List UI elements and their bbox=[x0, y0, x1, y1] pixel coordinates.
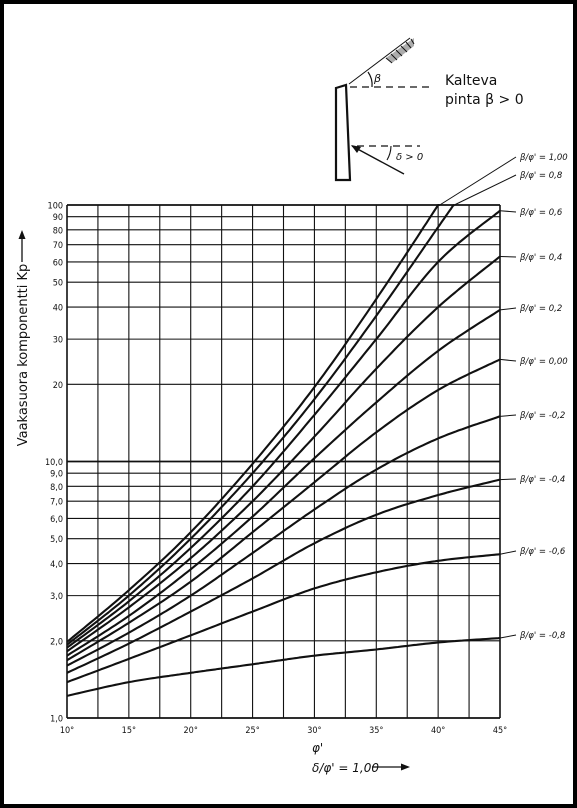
y-tick-label: 30 bbox=[53, 336, 63, 346]
curve-label-leader bbox=[499, 358, 517, 362]
y-tick-label: 100 bbox=[48, 202, 63, 212]
y-tick-label: 3,0 bbox=[50, 592, 63, 602]
series-line bbox=[66, 358, 501, 662]
series-line bbox=[66, 209, 501, 649]
delta-label: δ > 0 bbox=[396, 152, 423, 163]
chart-series bbox=[66, 203, 501, 697]
x-axis-title-ratio: δ/φ' = 1,00 bbox=[312, 761, 379, 775]
y-tick-label: 20 bbox=[53, 381, 63, 391]
y-tick-label: 9,0 bbox=[50, 470, 63, 480]
series-line bbox=[66, 309, 501, 657]
series-line bbox=[66, 415, 501, 667]
curve-label-leader bbox=[499, 550, 517, 555]
series-line bbox=[66, 553, 501, 684]
x-tick-label: 40° bbox=[431, 726, 445, 736]
y-tick-label: 40 bbox=[53, 304, 63, 314]
curve-label-leaders bbox=[439, 156, 517, 639]
wall-inset-diagram: β δ > 0 Kalteva pinta β > 0 bbox=[334, 37, 524, 182]
x-tick-label: 15° bbox=[122, 726, 136, 736]
x-tick-label: 30° bbox=[307, 726, 321, 736]
curve-label-leader bbox=[499, 478, 517, 481]
series-line bbox=[66, 204, 455, 646]
beta-angle-arc bbox=[367, 71, 373, 88]
curve-label-leader bbox=[454, 174, 517, 206]
sloped-ground-fill bbox=[386, 38, 414, 63]
series-line bbox=[66, 255, 501, 653]
series-line bbox=[66, 203, 440, 643]
curve-label: β/φ' = -0,8 bbox=[519, 631, 566, 641]
y-tick-label: 7,0 bbox=[50, 498, 63, 508]
curve-label-leader bbox=[499, 414, 517, 417]
curve-label-leader bbox=[499, 210, 517, 213]
x-tick-label: 25° bbox=[245, 726, 259, 736]
curve-label: β/φ' = 1,00 bbox=[519, 153, 568, 163]
inset-label-line1: Kalteva bbox=[445, 73, 497, 89]
beta-symbol: β bbox=[373, 72, 381, 85]
x-tick-label: 20° bbox=[184, 726, 198, 736]
y-axis-title: Vaakasuora komponentti Kp bbox=[16, 264, 31, 447]
curve-label: β/φ' = -0,6 bbox=[519, 547, 566, 557]
curve-label: β/φ' = -0,4 bbox=[519, 475, 565, 485]
series-line bbox=[66, 636, 501, 697]
y-tick-label: 10,0 bbox=[45, 458, 63, 468]
delta-angle-arc bbox=[386, 145, 392, 161]
curve-label: β/φ' = 0,2 bbox=[519, 304, 562, 314]
sloped-ground-hatch bbox=[348, 37, 415, 85]
pressure-arrow-line bbox=[351, 145, 405, 175]
curve-label: β/φ' = 0,4 bbox=[519, 253, 562, 263]
curve-label: β/φ' = 0,00 bbox=[519, 357, 568, 367]
y-tick-label: 90 bbox=[53, 213, 63, 223]
x-axis-title-phi: φ' bbox=[312, 741, 323, 755]
y-tick-label: 5,0 bbox=[50, 535, 63, 545]
y-axis-arrow bbox=[18, 230, 26, 262]
y-tick-label: 8,0 bbox=[50, 483, 63, 493]
curve-label: β/φ' = 0,8 bbox=[519, 171, 563, 181]
curve-label-leader bbox=[499, 307, 517, 311]
x-tick-labels: 10° 15° 20° 25° 30° 35° 40° 45° bbox=[60, 726, 507, 736]
curve-labels: β/φ' = 1,00 β/φ' = 0,8 β/φ' = 0,6 β/φ' = 0,… bbox=[519, 153, 568, 641]
y-tick-labels: 1,0 2,0 3,0 4,0 5,0 6,0 7,0 8,0 9,0 10,0 20 30 40 50 6… bbox=[45, 202, 63, 725]
y-tick-label: 60 bbox=[53, 258, 63, 268]
x-tick-label: 45° bbox=[493, 726, 507, 736]
inset-label-line2: pinta β > 0 bbox=[445, 92, 524, 108]
wall-outline bbox=[334, 83, 352, 182]
curve-label-leader bbox=[499, 634, 517, 639]
curve-label-leader bbox=[499, 255, 517, 258]
series-line bbox=[66, 478, 501, 674]
y-tick-label: 4,0 bbox=[50, 560, 63, 570]
x-tick-label: 35° bbox=[369, 726, 383, 736]
y-axis-title-group: Vaakasuora komponentti Kp bbox=[16, 264, 31, 447]
y-tick-label: 6,0 bbox=[50, 515, 63, 525]
curve-label-leader bbox=[439, 156, 517, 206]
pressure-arrowhead bbox=[351, 145, 361, 153]
x-axis-arrow bbox=[372, 763, 410, 771]
paper-background bbox=[4, 4, 573, 804]
curve-label: β/φ' = -0,2 bbox=[519, 411, 565, 421]
curve-label: β/φ' = 0,6 bbox=[519, 208, 563, 218]
y-tick-label: 70 bbox=[53, 241, 63, 251]
y-tick-label: 2,0 bbox=[50, 637, 63, 647]
y-tick-label: 1,0 bbox=[50, 715, 63, 725]
x-tick-label: 10° bbox=[60, 726, 74, 736]
y-tick-label: 80 bbox=[53, 226, 63, 236]
y-tick-label: 50 bbox=[53, 279, 63, 289]
